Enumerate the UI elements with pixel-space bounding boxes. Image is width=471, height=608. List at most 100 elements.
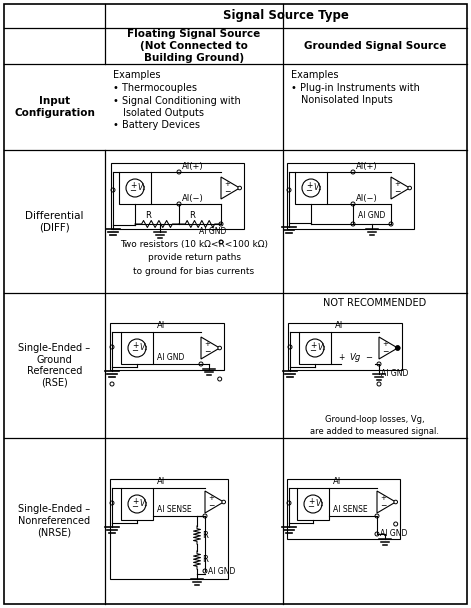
Bar	[111, 163, 244, 229]
Bar	[110, 323, 224, 370]
Text: • Plug-in Instruments with: • Plug-in Instruments with	[291, 83, 420, 93]
Text: AI SENSE: AI SENSE	[157, 505, 192, 514]
Text: AI(+): AI(+)	[182, 162, 203, 171]
Text: AI GND: AI GND	[199, 227, 227, 236]
Text: +: +	[338, 353, 344, 362]
Circle shape	[304, 495, 322, 513]
Text: R: R	[202, 531, 208, 539]
Text: +: +	[308, 497, 314, 506]
Text: V₁: V₁	[139, 500, 148, 508]
Text: Single-Ended –
Ground
Referenced
(RSE): Single-Ended – Ground Referenced (RSE)	[18, 343, 90, 388]
Text: −: −	[130, 187, 137, 196]
Circle shape	[396, 346, 399, 350]
Text: Vɡ: Vɡ	[349, 353, 361, 362]
Text: −: −	[208, 502, 214, 511]
Text: AI(−): AI(−)	[182, 194, 204, 203]
Text: AI(−): AI(−)	[356, 194, 378, 203]
Text: −: −	[365, 353, 373, 362]
Circle shape	[302, 179, 320, 197]
Text: +: +	[380, 496, 386, 501]
Text: R: R	[202, 556, 208, 564]
Text: R: R	[189, 211, 195, 220]
Circle shape	[238, 186, 242, 190]
Polygon shape	[391, 177, 410, 199]
Text: AI GND: AI GND	[381, 369, 408, 378]
Circle shape	[394, 500, 398, 504]
Text: AI GND: AI GND	[157, 353, 184, 362]
Bar	[287, 479, 400, 539]
Text: +: +	[306, 181, 312, 190]
Text: V₁: V₁	[316, 500, 324, 508]
Text: −: −	[131, 502, 138, 511]
Bar	[121, 332, 153, 364]
Circle shape	[128, 495, 146, 513]
Text: AI(+): AI(+)	[356, 162, 378, 171]
Text: • Signal Conditioning with: • Signal Conditioning with	[113, 96, 241, 106]
Polygon shape	[205, 491, 224, 513]
Text: Two resistors (10 kΩ<R<100 kΩ): Two resistors (10 kΩ<R<100 kΩ)	[120, 241, 268, 249]
Text: R: R	[145, 211, 151, 220]
Text: −: −	[380, 502, 386, 511]
Text: Input
Configuration: Input Configuration	[14, 96, 95, 118]
Circle shape	[306, 339, 324, 357]
Polygon shape	[379, 337, 398, 359]
Text: −: −	[224, 187, 230, 196]
Text: AI GND: AI GND	[358, 211, 386, 220]
Text: NOT RECOMMENDED: NOT RECOMMENDED	[324, 298, 427, 308]
Text: Grounded Signal Source: Grounded Signal Source	[304, 41, 446, 51]
Text: −: −	[131, 347, 138, 356]
Text: −: −	[394, 187, 400, 196]
Text: V₁: V₁	[317, 344, 326, 353]
Text: AI GND: AI GND	[208, 567, 236, 576]
Text: +: +	[382, 341, 388, 347]
Text: V₁: V₁	[139, 344, 148, 353]
Text: +: +	[394, 181, 400, 187]
Text: AI: AI	[333, 477, 341, 486]
Text: AI: AI	[157, 321, 165, 330]
Text: V₁: V₁	[314, 184, 322, 193]
Circle shape	[330, 293, 430, 393]
Text: AI: AI	[335, 321, 343, 330]
Bar	[119, 172, 151, 204]
Polygon shape	[201, 337, 219, 359]
Polygon shape	[377, 491, 396, 513]
Text: +: +	[310, 341, 316, 350]
Text: −: −	[204, 347, 211, 356]
Text: −: −	[306, 187, 312, 196]
Text: AI SENSE: AI SENSE	[333, 505, 368, 514]
Text: V₁: V₁	[138, 184, 146, 193]
Bar	[121, 488, 153, 520]
Bar	[288, 323, 402, 370]
Text: Isolated Outputs: Isolated Outputs	[123, 108, 204, 118]
Bar	[287, 163, 414, 229]
Text: AI GND: AI GND	[380, 530, 407, 539]
Circle shape	[126, 179, 144, 197]
Text: Examples: Examples	[291, 70, 339, 80]
Text: +: +	[224, 181, 230, 187]
Polygon shape	[221, 177, 240, 199]
Text: Differential
(DIFF): Differential (DIFF)	[25, 211, 84, 232]
Text: Ground-loop losses, Vɡ,: Ground-loop losses, Vɡ,	[325, 415, 425, 424]
Text: Examples: Examples	[113, 70, 161, 80]
Text: provide return paths: provide return paths	[147, 254, 241, 263]
Text: Floating Signal Source
(Not Connected to
Building Ground): Floating Signal Source (Not Connected to…	[127, 29, 260, 63]
Circle shape	[395, 345, 400, 350]
Text: to ground for bias currents: to ground for bias currents	[133, 266, 254, 275]
Circle shape	[408, 186, 412, 190]
Text: +: +	[204, 341, 210, 347]
Text: +: +	[208, 496, 214, 501]
Text: are added to measured signal.: are added to measured signal.	[310, 427, 439, 437]
Text: AI: AI	[157, 477, 165, 486]
Text: −: −	[308, 502, 315, 511]
Bar	[297, 488, 329, 520]
Text: Nonisolated Inputs: Nonisolated Inputs	[301, 95, 393, 105]
Text: +: +	[130, 181, 136, 190]
Circle shape	[128, 339, 146, 357]
Text: +: +	[132, 497, 138, 506]
Text: • Battery Devices: • Battery Devices	[113, 120, 200, 130]
Text: Signal Source Type: Signal Source Type	[223, 10, 349, 22]
Text: −: −	[309, 347, 317, 356]
Bar	[110, 479, 227, 579]
Bar	[295, 172, 327, 204]
Circle shape	[222, 500, 226, 504]
